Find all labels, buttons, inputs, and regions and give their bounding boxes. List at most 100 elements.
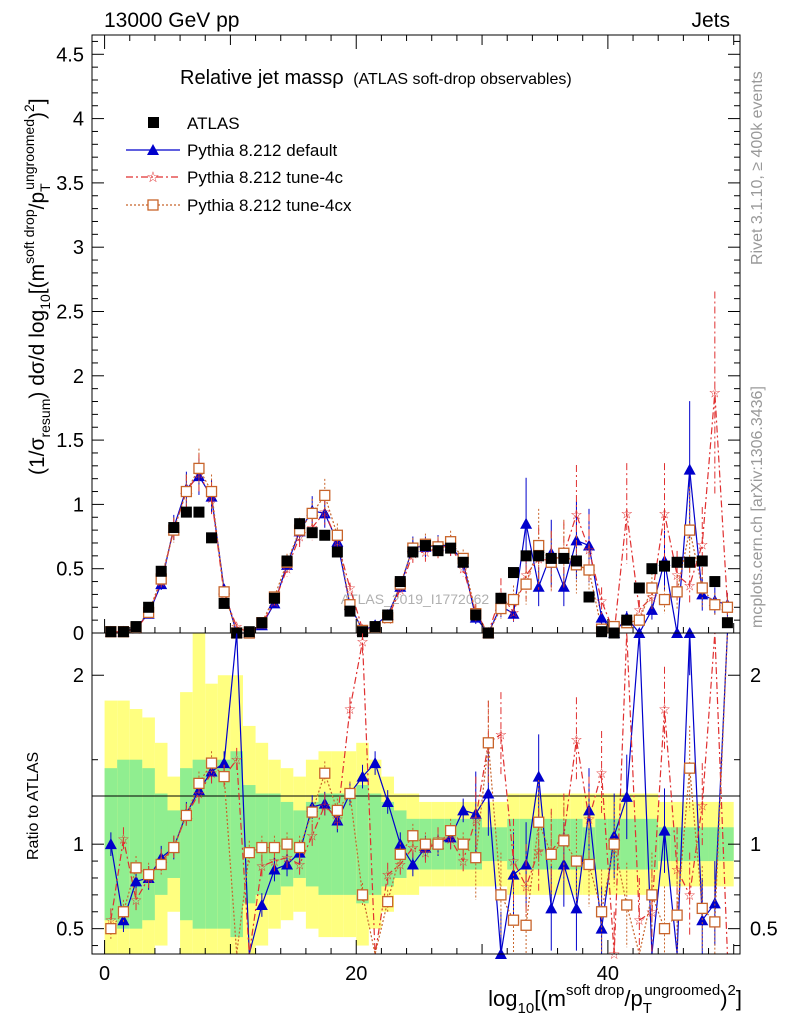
- ratio-point-tune4cx: [595, 906, 608, 918]
- main-y-tick-label: 0: [73, 623, 84, 645]
- x-axis-label: log10[(msoft drop/pTungroomed)2]: [488, 982, 742, 1017]
- ratio-band-inner: [721, 827, 734, 862]
- main-point-tune4cx: [218, 586, 230, 598]
- ratio-point-tune4cx: [344, 787, 356, 800]
- main-point-atlas: [470, 609, 482, 621]
- main-point-atlas: [193, 506, 205, 518]
- ratio-point-tune4c: ☆: [268, 853, 281, 869]
- main-point-tune4cx: [495, 602, 507, 615]
- main-point-tune4cx: [658, 593, 671, 606]
- main-point-atlas: [633, 582, 645, 594]
- main-panel: ATLAS_2019_I1772062 0 0.5 1 1.5 2 2.5 3 3.5 4 4.5…: [21, 34, 741, 645]
- main-point-default: [645, 603, 658, 615]
- main-point-tune4cx: [721, 601, 734, 613]
- ratio-point-default: [205, 765, 218, 777]
- main-point-atlas: [419, 540, 431, 552]
- main-point-atlas: [243, 626, 255, 638]
- ratio-point-tune4c: ☆: [130, 892, 143, 908]
- ratio-point-tune4cx: [130, 862, 142, 874]
- ratio-y-axis: 0.5 0.5 1 1 2 2: [56, 665, 778, 947]
- ratio-band-inner: [381, 801, 394, 887]
- main-point-default: [532, 580, 545, 592]
- ratio-point-tune4c: ☆: [683, 887, 696, 903]
- main-point-atlas: [218, 597, 230, 609]
- main-point-atlas: [357, 626, 369, 638]
- ratio-point-tune4cx: [646, 889, 658, 901]
- ratio-point-tune4c: ☆: [318, 797, 331, 813]
- ratio-band-inner: [230, 751, 243, 938]
- ratio-point-tune4cx: [142, 868, 155, 881]
- ratio-point-tune4cx: [621, 899, 633, 911]
- ratio-point-default: [708, 897, 721, 909]
- ratio-point-tune4cx: [608, 838, 620, 850]
- ratio-band-inner: [356, 785, 369, 904]
- main-point-default: [683, 463, 696, 475]
- main-point-atlas: [558, 552, 570, 564]
- ratio-point-default: [318, 797, 331, 809]
- main-y-axis: 0 0.5 1 1.5 2 2.5 3 3.5 4 4.5: [56, 40, 740, 645]
- ratio-point-tune4c: ☆: [344, 701, 357, 717]
- ratio-point-default: [369, 757, 382, 769]
- main-point-tune4c: ☆: [709, 385, 722, 401]
- ratio-point-default: [620, 790, 633, 802]
- main-point-tune4cx: [306, 507, 318, 520]
- main-point-tune4cx: [671, 586, 683, 598]
- ratio-point-default: [406, 858, 419, 870]
- ratio-line-tune4cx: [110, 632, 729, 955]
- main-point-atlas: [281, 555, 293, 567]
- main-point-default: [595, 611, 608, 623]
- main-y-tick-label: 2.5: [56, 301, 84, 323]
- ratio-point-tune4c: ☆: [671, 862, 684, 878]
- main-point-atlas: [570, 555, 582, 567]
- main-point-tune4c: ☆: [570, 507, 583, 523]
- legend-atlas-label: ATLAS: [187, 114, 240, 133]
- main-point-atlas: [659, 560, 671, 572]
- ratio-band-inner: [343, 793, 357, 895]
- ratio-point-tune4c: ☆: [507, 853, 520, 869]
- ratio-point-tune4cx: [696, 902, 708, 915]
- main-point-tune4cx: [507, 593, 520, 606]
- ratio-point-tune4cx: [520, 919, 532, 931]
- ratio-y-tick-label: 1: [73, 834, 84, 856]
- ratio-point-tune4c: ☆: [230, 752, 243, 768]
- ratio-point-tune4cx: [507, 914, 520, 926]
- ratio-point-tune4cx: [394, 848, 406, 860]
- ratio-point-tune4c: ☆: [356, 633, 369, 649]
- ratio-point-tune4cx: [193, 777, 205, 790]
- ratio-point-tune4c: ☆: [293, 856, 306, 872]
- ratio-point-tune4cx: [533, 816, 545, 828]
- main-point-atlas: [533, 550, 545, 562]
- ratio-point-tune4cx: [444, 825, 457, 837]
- ratio-point-tune4cx: [419, 838, 432, 850]
- legend-default-label: Pythia 8.212 default: [187, 141, 338, 160]
- main-point-default: [570, 534, 583, 546]
- main-point-tune4cx: [533, 539, 545, 552]
- main-point-atlas: [331, 546, 343, 558]
- main-point-atlas: [407, 546, 419, 558]
- ratio-point-tune4cx: [105, 923, 117, 935]
- ratio-point-tune4cx: [495, 889, 507, 901]
- ratio-point-tune4cx: [306, 806, 318, 818]
- main-point-tune4cx: [319, 489, 331, 502]
- ratio-point-default: [104, 838, 117, 850]
- ratio-point-tune4cx: [356, 889, 369, 901]
- ratio-band-inner: [683, 827, 696, 862]
- main-point-atlas: [130, 621, 142, 633]
- ratio-point-tune4c: ☆: [583, 811, 596, 827]
- ratio-point-default: [658, 824, 671, 836]
- ratio-y-tick-label-right: 0.5: [750, 919, 778, 941]
- main-point-tune4cx: [684, 524, 696, 536]
- ratio-band-inner: [217, 759, 231, 929]
- main-point-atlas: [369, 621, 381, 633]
- ratio-point-tune4cx: [155, 858, 167, 871]
- ratio-band-inner: [180, 768, 193, 921]
- watermark-label: ATLAS_2019_I1772062: [341, 591, 490, 607]
- legend-default-marker: [147, 144, 159, 155]
- legend-tune4cx-marker: [147, 199, 159, 211]
- main-point-atlas: [319, 529, 331, 541]
- main-y-tick-label: 1: [73, 494, 84, 516]
- ratio-point-tune4cx: [709, 916, 721, 928]
- ratio-point-tune4cx: [117, 906, 130, 918]
- main-point-atlas: [155, 565, 167, 577]
